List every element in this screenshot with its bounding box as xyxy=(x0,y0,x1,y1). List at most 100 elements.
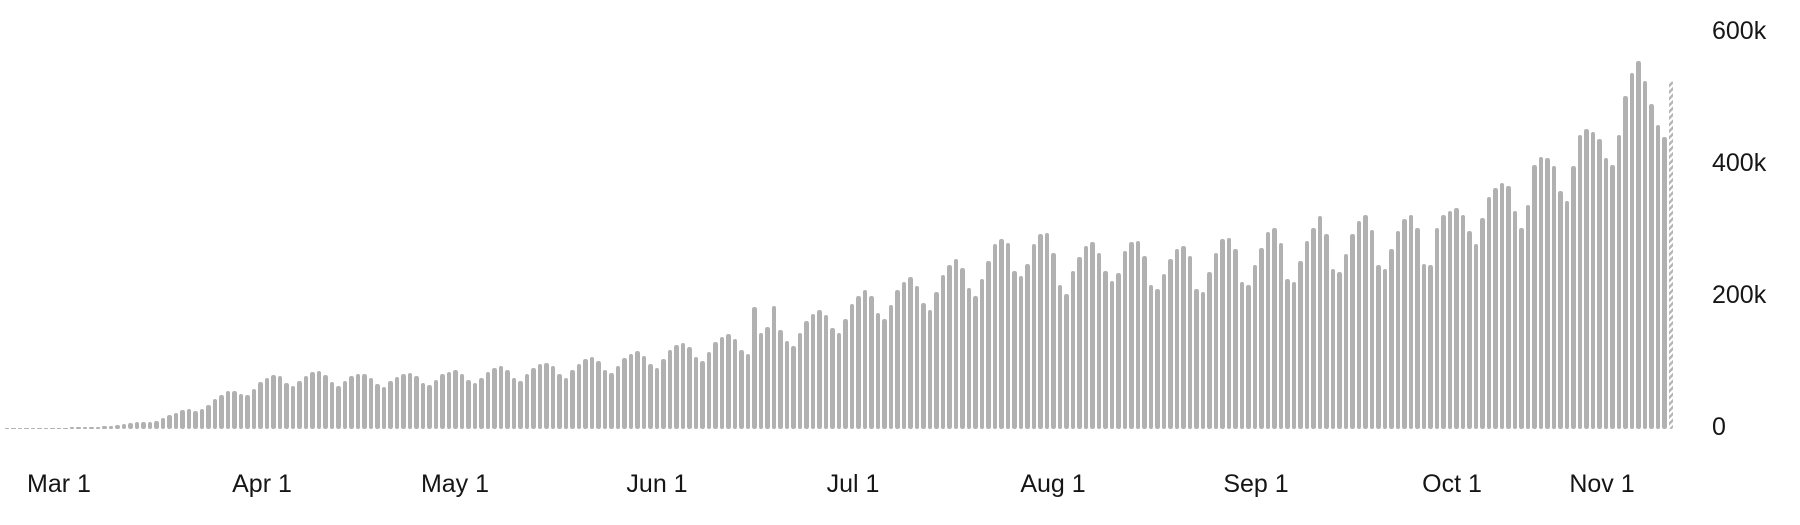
bar-day[interactable] xyxy=(128,423,133,429)
bar-day[interactable] xyxy=(518,380,523,429)
bar-day[interactable] xyxy=(1207,271,1212,429)
bar-day[interactable] xyxy=(492,368,497,429)
bar-day[interactable] xyxy=(1304,240,1310,429)
bar-day[interactable] xyxy=(784,341,790,429)
bar-day[interactable] xyxy=(635,351,640,429)
bar-day[interactable] xyxy=(433,380,439,429)
bar-day[interactable] xyxy=(245,394,250,429)
bar-day[interactable] xyxy=(1213,253,1219,429)
bar-day[interactable] xyxy=(1337,271,1342,429)
bar-day[interactable] xyxy=(960,267,965,429)
bar-day[interactable] xyxy=(1291,282,1297,429)
bar-day[interactable] xyxy=(232,390,237,429)
bar-day[interactable] xyxy=(37,428,42,429)
bar-day[interactable] xyxy=(271,374,276,429)
bar-day[interactable] xyxy=(1239,282,1245,429)
bar-day[interactable] xyxy=(472,383,478,429)
bar-day[interactable] xyxy=(674,345,679,429)
bar-day[interactable] xyxy=(56,427,62,429)
bar-day[interactable] xyxy=(1649,104,1654,429)
bar-day[interactable] xyxy=(628,353,634,429)
bar-day[interactable] xyxy=(1252,265,1258,429)
bar-day[interactable] xyxy=(1025,264,1030,429)
bar-day[interactable] xyxy=(349,376,354,429)
bar-day[interactable] xyxy=(973,296,978,429)
bar-day[interactable] xyxy=(147,422,153,429)
bar-day[interactable] xyxy=(934,292,939,429)
bar-day[interactable] xyxy=(199,409,205,429)
bar-day[interactable] xyxy=(1538,157,1544,429)
bar-day[interactable] xyxy=(160,418,166,429)
bar-day[interactable] xyxy=(1499,183,1505,429)
bar-day[interactable] xyxy=(1103,270,1108,429)
bar-day[interactable] xyxy=(401,373,406,429)
bar-day[interactable] xyxy=(758,333,764,429)
bar-day[interactable] xyxy=(1603,158,1609,429)
bar-day[interactable] xyxy=(316,370,322,429)
bar-day[interactable] xyxy=(1187,256,1193,429)
bar-day[interactable] xyxy=(1473,244,1479,429)
bar-day[interactable] xyxy=(817,309,822,429)
bar-day[interactable] xyxy=(1343,254,1349,429)
bar-day[interactable] xyxy=(1005,242,1011,429)
bar-day[interactable] xyxy=(368,377,374,429)
bar-day[interactable] xyxy=(511,377,517,429)
bar-day[interactable] xyxy=(1038,234,1043,429)
bar-day[interactable] xyxy=(1265,232,1271,429)
bar-day[interactable] xyxy=(1441,214,1446,429)
bar-day[interactable] xyxy=(999,238,1004,429)
bar-day[interactable] xyxy=(82,427,88,429)
bar-day[interactable] xyxy=(1129,242,1134,429)
bar-day[interactable] xyxy=(394,376,400,429)
bar-day[interactable] xyxy=(1070,270,1076,429)
bar-day[interactable] xyxy=(1636,61,1641,429)
bar-day[interactable] xyxy=(11,428,16,429)
bar-day[interactable] xyxy=(1181,245,1186,429)
bar-day[interactable] xyxy=(459,373,465,429)
bar-day[interactable] xyxy=(102,426,107,429)
bar-day[interactable] xyxy=(1272,227,1277,429)
bar-day[interactable] xyxy=(1018,275,1024,429)
bar-day[interactable] xyxy=(1512,211,1518,429)
bar-day[interactable] xyxy=(693,357,699,429)
bar-day[interactable] xyxy=(524,374,530,429)
bar-day[interactable] xyxy=(1031,244,1037,429)
bar-day[interactable] xyxy=(843,318,848,429)
bar-day[interactable] xyxy=(446,371,452,429)
bar-day[interactable] xyxy=(407,372,413,429)
bar-day[interactable] xyxy=(1564,201,1570,429)
bar-day[interactable] xyxy=(869,296,874,429)
bar-day[interactable] xyxy=(1330,269,1336,429)
bar-day[interactable] xyxy=(251,388,257,429)
bar-day[interactable] xyxy=(1200,291,1206,429)
bar-day[interactable] xyxy=(1324,234,1329,429)
bar-day[interactable] xyxy=(836,332,842,429)
bar-day[interactable] xyxy=(1545,158,1550,429)
bar-day[interactable] xyxy=(154,421,159,429)
bar-day[interactable] xyxy=(1077,257,1082,429)
bar-day[interactable] xyxy=(966,288,972,429)
bar-day[interactable] xyxy=(297,380,302,429)
bar-day[interactable] xyxy=(1194,289,1199,429)
bar-day[interactable] xyxy=(680,342,686,429)
bar-day[interactable] xyxy=(1142,256,1147,429)
bar-day[interactable] xyxy=(927,309,933,429)
bar-day[interactable] xyxy=(485,371,491,429)
bar-day[interactable] xyxy=(752,306,757,429)
bar-day[interactable] xyxy=(479,377,484,429)
bar-day[interactable] xyxy=(30,428,36,429)
bar-day[interactable] xyxy=(1616,135,1622,429)
bar-day[interactable] xyxy=(1161,273,1167,429)
bar-day[interactable] xyxy=(355,374,361,429)
bar-day[interactable] xyxy=(940,275,946,429)
bar-day[interactable] xyxy=(576,363,582,429)
bar-day[interactable] xyxy=(303,375,309,429)
bar-day[interactable] xyxy=(583,359,588,429)
bar-day[interactable] xyxy=(531,367,536,429)
bar-day[interactable] xyxy=(1116,272,1121,429)
bar-day[interactable] xyxy=(173,412,179,429)
bar-day[interactable] xyxy=(1168,258,1173,429)
bar-day[interactable] xyxy=(69,427,75,429)
bar-day[interactable] xyxy=(1259,247,1264,429)
bar-day[interactable] xyxy=(901,281,907,429)
